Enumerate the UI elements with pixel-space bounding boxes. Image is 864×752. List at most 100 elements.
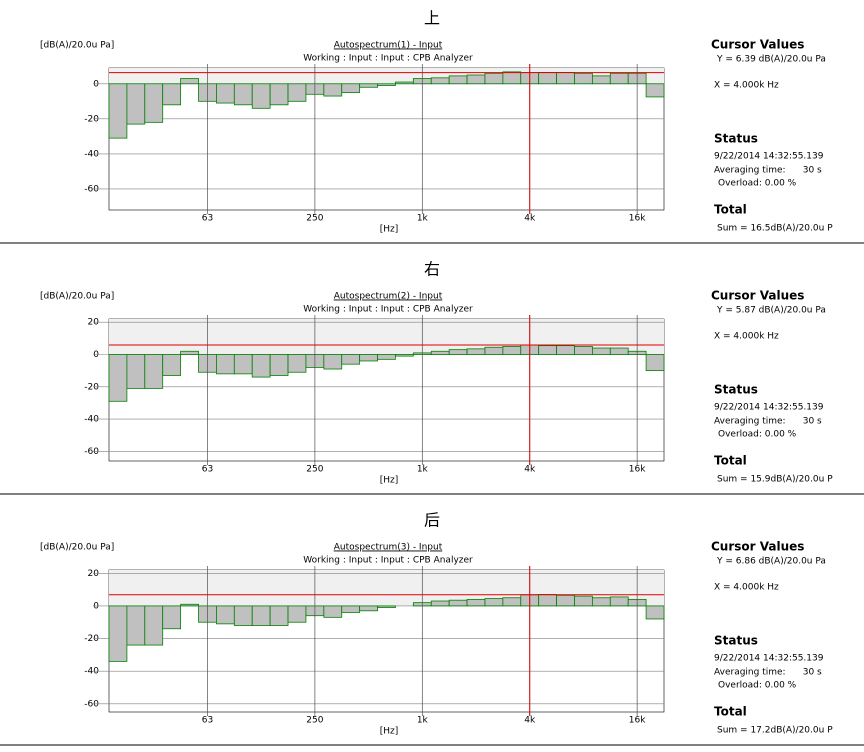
- status-date: 9/22/2014 14:32:55.139: [714, 403, 824, 413]
- chart-subtitle: Working : Input : Input : CPB Analyzer: [303, 556, 473, 566]
- bar: [233, 354, 253, 375]
- y-tick-label: -60: [84, 184, 99, 194]
- bar: [126, 83, 146, 125]
- bar: [538, 594, 557, 607]
- y-tick-label: 20: [88, 318, 100, 328]
- x-tick-label: 16k: [629, 465, 646, 475]
- chart-title: Autospectrum(2) - Input: [334, 292, 443, 302]
- total-title: Total: [714, 203, 747, 217]
- bar: [430, 350, 450, 355]
- bar: [180, 603, 199, 607]
- status-date: 9/22/2014 14:32:55.139: [714, 152, 824, 162]
- y-tick-label: 0: [93, 79, 99, 89]
- total-title: Total: [714, 705, 747, 719]
- cursor-y: Y = 6.39 dB(A)/20.0u Pa: [716, 55, 826, 65]
- bar: [359, 354, 378, 362]
- bar: [323, 354, 343, 370]
- bar: [484, 346, 504, 355]
- chart-subtitle: Working : Input : Input : CPB Analyzer: [303, 305, 473, 315]
- bar: [484, 598, 504, 607]
- cursor-x: X = 4.000k Hz: [714, 332, 779, 342]
- bar: [251, 605, 271, 626]
- bar: [448, 599, 468, 607]
- bar: [162, 354, 182, 376]
- status-overload: Overload: 0.00 %: [718, 179, 797, 189]
- bar: [466, 74, 486, 85]
- bar: [556, 345, 575, 355]
- bar: [538, 71, 557, 85]
- bar: [251, 354, 271, 378]
- bar: [251, 83, 271, 109]
- status-overload: Overload: 0.00 %: [718, 430, 797, 440]
- bar: [502, 71, 522, 85]
- bar: [574, 346, 593, 355]
- x-tick-label: 63: [202, 214, 213, 224]
- status-title: Status: [714, 132, 758, 146]
- y-tick-label: -20: [84, 634, 99, 644]
- status-title: Status: [714, 383, 758, 397]
- bar: [216, 83, 235, 104]
- x-tick-label: 250: [306, 465, 323, 475]
- bar: [233, 605, 253, 626]
- bar: [591, 597, 611, 607]
- bar: [216, 605, 235, 625]
- x-tick-label: 16k: [629, 214, 646, 224]
- panel-heading: 后: [424, 511, 440, 530]
- y-tick-label: -20: [84, 114, 99, 124]
- bar: [233, 83, 253, 106]
- bar: [162, 605, 182, 630]
- x-tick-label: 4k: [524, 465, 536, 475]
- x-tick-label: 1k: [417, 465, 429, 475]
- bar: [144, 605, 164, 646]
- panel-heading: 上: [424, 9, 440, 28]
- bar: [574, 595, 593, 607]
- bar: [108, 354, 128, 402]
- y-tick-label: 20: [88, 569, 100, 579]
- bar: [126, 605, 146, 646]
- y-tick-label: -40: [84, 667, 99, 677]
- bar: [180, 350, 199, 355]
- x-axis-label: [Hz]: [380, 225, 399, 235]
- bar: [216, 354, 235, 375]
- y-tick-label: 0: [93, 601, 99, 611]
- y-tick-label: -40: [84, 415, 99, 425]
- bar: [341, 605, 361, 613]
- chart-subtitle: Working : Input : Input : CPB Analyzer: [303, 54, 473, 64]
- y-tick-label: 0: [93, 350, 99, 360]
- bar: [591, 347, 611, 355]
- status-averaging: Averaging time: 30 s: [714, 417, 822, 427]
- bar: [269, 605, 289, 626]
- y-axis-label: [dB(A)/20.0u Pa]: [40, 41, 114, 51]
- bar: [180, 78, 199, 85]
- status-averaging: Averaging time: 30 s: [714, 668, 822, 678]
- bar: [430, 600, 450, 607]
- y-axis-label: [dB(A)/20.0u Pa]: [40, 543, 114, 553]
- bar: [591, 75, 611, 85]
- bar: [341, 83, 361, 93]
- cursor-y: Y = 6.86 dB(A)/20.0u Pa: [716, 557, 826, 567]
- bar: [287, 83, 307, 102]
- bar: [323, 605, 343, 618]
- bar: [645, 354, 665, 372]
- y-tick-label: -60: [84, 447, 99, 457]
- bar: [538, 345, 557, 355]
- bar: [377, 354, 396, 360]
- bar: [502, 597, 522, 607]
- bar: [108, 83, 128, 139]
- bar: [466, 348, 486, 355]
- bar: [144, 354, 164, 389]
- bar: [448, 75, 468, 85]
- status-overload: Overload: 0.00 %: [718, 681, 797, 691]
- bar: [609, 72, 629, 85]
- x-tick-label: 63: [202, 465, 213, 475]
- cursor-title: Cursor Values: [711, 540, 804, 554]
- x-tick-label: 4k: [524, 716, 536, 726]
- bar: [269, 354, 289, 376]
- total-sum: Sum = 17.2dB(A)/20.0u P: [717, 726, 833, 736]
- y-axis-label: [dB(A)/20.0u Pa]: [40, 292, 114, 302]
- bar: [645, 605, 665, 620]
- bar: [162, 83, 182, 106]
- bar: [377, 83, 396, 86]
- bar: [609, 347, 629, 355]
